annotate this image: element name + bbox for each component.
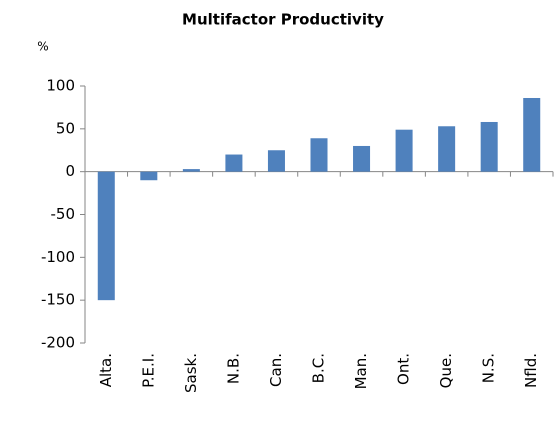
y-axis-label: % bbox=[37, 40, 48, 54]
y-tick-label: -100 bbox=[41, 248, 75, 266]
x-tick-label: N.S. bbox=[480, 353, 498, 383]
chart-title: Multifactor Productivity bbox=[182, 11, 384, 29]
bar bbox=[353, 145, 371, 172]
bar bbox=[395, 129, 413, 172]
x-tick-label: Can. bbox=[267, 353, 285, 387]
bar bbox=[310, 138, 328, 172]
bar bbox=[225, 154, 243, 172]
bar bbox=[97, 171, 115, 301]
y-tick-label: 100 bbox=[46, 77, 75, 95]
bar bbox=[267, 150, 285, 172]
y-tick-label: -200 bbox=[41, 334, 75, 352]
y-tick-label: 0 bbox=[65, 162, 75, 180]
bar bbox=[523, 97, 541, 172]
x-tick-label: N.B. bbox=[224, 353, 242, 384]
y-tick-label: -150 bbox=[41, 291, 75, 309]
x-tick-label: B.C. bbox=[310, 353, 328, 383]
bar bbox=[140, 171, 158, 181]
x-tick-label: Alta. bbox=[97, 353, 115, 387]
y-tick-label: 50 bbox=[56, 119, 75, 137]
bar bbox=[438, 126, 456, 172]
x-tick-label: Ont. bbox=[395, 353, 413, 385]
x-tick-label: Man. bbox=[352, 353, 370, 389]
x-tick-label: Que. bbox=[437, 353, 455, 388]
x-tick-label: Sask. bbox=[182, 353, 200, 393]
bar bbox=[480, 121, 498, 172]
y-tick-label: -50 bbox=[51, 205, 76, 223]
bar bbox=[182, 169, 200, 172]
x-tick-label: Nfld. bbox=[522, 353, 540, 388]
x-tick-label: P.E.I. bbox=[139, 353, 157, 388]
